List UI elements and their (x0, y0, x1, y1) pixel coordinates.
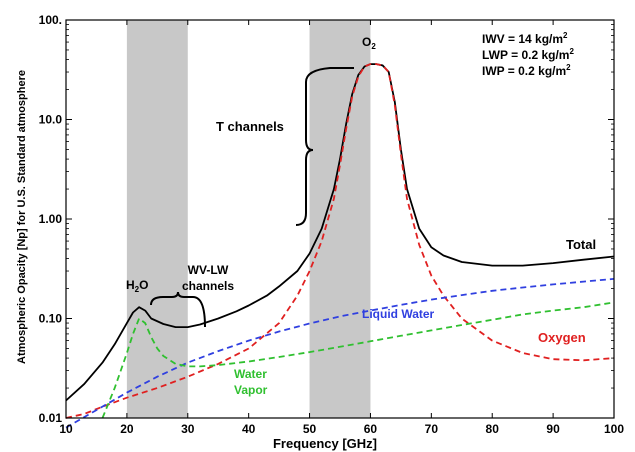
x-tick-label: 80 (486, 422, 500, 436)
t-channels-brace (295, 67, 354, 226)
x-tick-label: 40 (242, 422, 256, 436)
brackets (150, 67, 354, 328)
wv-lw-label-line1: WV-LW (188, 263, 229, 277)
info-line-iwv: IWV = 14 kg/m2 (482, 31, 568, 46)
x-tick-label: 60 (364, 422, 378, 436)
wv-lw-brace (150, 291, 206, 328)
water-vapor-label-line2: Vapor (234, 383, 268, 397)
x-tick-label: 20 (120, 422, 134, 436)
water-vapor-label-line1: Water (234, 367, 267, 381)
x-axis-label: Frequency [GHz] (273, 436, 377, 451)
info-line-iwp: IWP = 0.2 kg/m2 (482, 63, 571, 78)
x-tick-label: 10 (59, 422, 73, 436)
x-tick-label: 30 (181, 422, 195, 436)
oxygen-label: Oxygen (538, 330, 586, 345)
channel-bands (126, 20, 371, 418)
y-tick-label: 0.01 (39, 411, 63, 425)
x-tick-label: 50 (303, 422, 317, 436)
h2o-label: H2O (126, 278, 148, 294)
water-vapor-line (101, 301, 615, 419)
liquid-water-label: Liquid Water (362, 307, 435, 321)
channel-band-1 (126, 20, 188, 418)
liquid-water-line (65, 278, 615, 429)
total-line (65, 63, 615, 402)
t-channels-label: T channels (216, 119, 284, 134)
x-tick-label: 90 (546, 422, 560, 436)
oxygen-line (65, 63, 615, 419)
y-tick-label: 1.00 (39, 212, 63, 226)
series-lines (65, 63, 615, 429)
annotations: H2O O2 T channels WV-LW channels Total L… (126, 35, 596, 397)
y-tick-label: 100. (39, 13, 62, 27)
total-label: Total (566, 237, 596, 252)
x-tick-label: 100 (604, 422, 624, 436)
y-axis-label: Atmospheric Opacity [Np] for U.S. Standa… (16, 70, 28, 364)
wv-lw-label-line2: channels (182, 279, 234, 293)
x-tick-label: 70 (425, 422, 439, 436)
info-box: IWV = 14 kg/m2 LWP = 0.2 kg/m2 IWP = 0.2… (482, 31, 574, 78)
y-tick-label: 10.0 (39, 113, 63, 127)
channel-band-2 (309, 20, 371, 418)
info-line-lwp: LWP = 0.2 kg/m2 (482, 47, 574, 62)
axis-ticks: 10 20 30 40 50 60 70 80 90 100 0.01 0.10 1.00 10.0 100… (39, 13, 625, 436)
y-tick-label: 0.10 (39, 312, 63, 326)
